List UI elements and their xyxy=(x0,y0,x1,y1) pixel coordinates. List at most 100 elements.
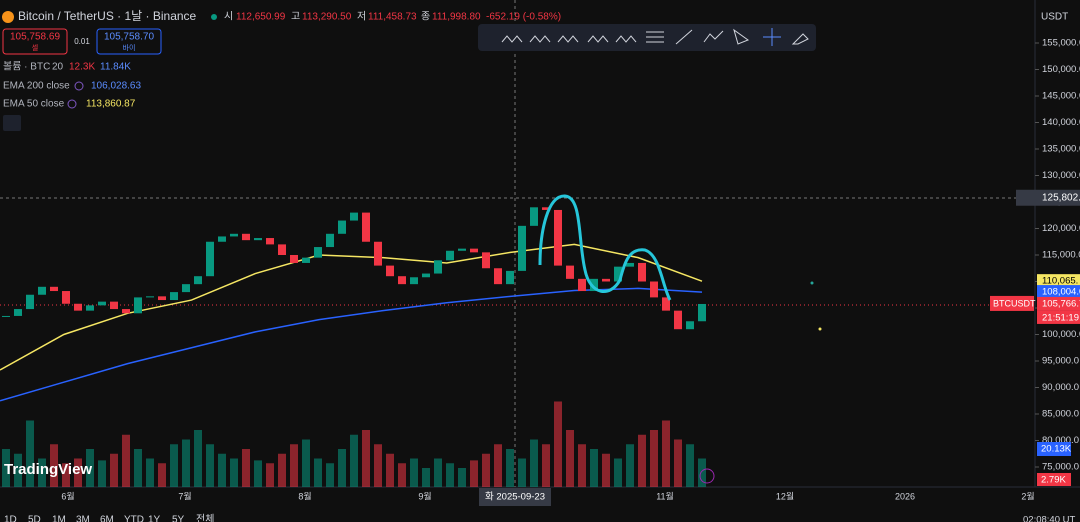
volume-bar xyxy=(134,449,142,487)
vol-ma: 20.13K xyxy=(1041,444,1072,455)
sell-price: 105,758.69 xyxy=(10,32,60,43)
volume-bar xyxy=(278,453,286,487)
volume-bar xyxy=(626,444,634,487)
sell-button[interactable] xyxy=(2,28,68,55)
candle xyxy=(650,281,658,298)
volume-bar xyxy=(398,463,406,487)
range-button[interactable]: 1D xyxy=(4,515,17,522)
range-button[interactable]: 1M xyxy=(52,515,66,522)
change: -652.19 (-0.58%) xyxy=(486,12,561,23)
coin-icon xyxy=(2,11,14,23)
y-tick-label: 95,000.0 xyxy=(1042,356,1079,367)
ohlc: 112,650.99 xyxy=(236,12,286,23)
candle xyxy=(86,305,94,311)
range-button[interactable]: 1Y xyxy=(148,515,161,522)
ohlc-label: 저 xyxy=(357,11,366,23)
volume-bar xyxy=(602,453,610,487)
x-tick-label: 8월 xyxy=(298,490,311,501)
spread: 0.01 xyxy=(74,37,90,46)
volume-bar xyxy=(230,458,238,487)
candle xyxy=(470,248,478,253)
legend-value: 106,028.63 xyxy=(91,81,141,92)
candle xyxy=(170,292,178,301)
y-tick-label: 155,000.0 xyxy=(1042,38,1080,49)
candle xyxy=(338,220,346,234)
x-tick-label: 12월 xyxy=(776,490,794,501)
candle xyxy=(590,278,598,292)
volume-bar xyxy=(194,430,202,487)
ticker: BTCUSDT xyxy=(993,298,1036,308)
status-dot xyxy=(211,14,217,20)
logo: TradingView xyxy=(4,461,92,478)
y-tick-label: 135,000.0 xyxy=(1042,144,1080,155)
currency: USDT xyxy=(1041,12,1068,23)
crosshair-price: 125,802.9 xyxy=(1042,192,1080,203)
volume-bar xyxy=(542,444,550,487)
vol-bg xyxy=(1037,473,1071,486)
volume-bar xyxy=(422,468,430,487)
price-tag-label: 105,766.7 xyxy=(1042,298,1080,309)
volume-bar xyxy=(302,439,310,487)
y-tick-label: 100,000.0 xyxy=(1042,329,1080,340)
y-tick-label: 115,000.0 xyxy=(1042,250,1080,261)
price-tag xyxy=(1037,274,1080,289)
alert-icon[interactable] xyxy=(699,468,715,484)
legend-value: 113,860.87 xyxy=(86,99,136,110)
volume-bar xyxy=(338,449,346,487)
buy-button[interactable] xyxy=(96,28,162,55)
countdown-bg xyxy=(1037,310,1080,324)
candle xyxy=(242,233,250,241)
volume-bar xyxy=(506,449,514,487)
ohlc: 111,458.73 xyxy=(368,12,417,23)
volume-bar xyxy=(254,460,262,487)
candle xyxy=(146,296,154,298)
volume-bar xyxy=(446,463,454,487)
candle xyxy=(662,297,670,311)
candle xyxy=(326,233,334,248)
y-tick-label: 80,000.0 xyxy=(1042,435,1079,446)
candle xyxy=(626,262,634,267)
candle xyxy=(434,260,442,274)
candle xyxy=(602,278,610,282)
x-tick-label: 7월 xyxy=(178,490,191,501)
candle xyxy=(314,247,322,258)
x-tick-label: 2026 xyxy=(895,491,915,501)
candle xyxy=(542,207,550,210)
icon xyxy=(67,99,77,109)
volume-bar xyxy=(566,430,574,487)
candle xyxy=(158,296,166,301)
candle xyxy=(194,276,202,285)
candle xyxy=(614,266,622,282)
candle xyxy=(2,315,10,317)
price-tag-label: 108,004.0 xyxy=(1042,287,1080,298)
candle xyxy=(638,262,646,282)
price-tag-label: 110,065. xyxy=(1042,276,1078,287)
volume-bar xyxy=(314,458,322,487)
candle xyxy=(38,286,46,295)
range-button[interactable]: 3M xyxy=(76,515,90,522)
dot xyxy=(818,327,822,331)
volume-bar xyxy=(14,453,22,487)
volume-bar xyxy=(62,463,70,487)
volume-bar xyxy=(554,401,562,487)
candle xyxy=(134,297,142,314)
volume-bar xyxy=(266,463,274,487)
range-button[interactable]: 5D xyxy=(28,515,41,522)
volume-bar xyxy=(182,439,190,487)
candle xyxy=(254,238,262,241)
range-button[interactable]: YTD xyxy=(124,515,144,522)
volume-bar xyxy=(2,449,10,487)
volume-bar xyxy=(386,453,394,487)
range-button[interactable]: 6M xyxy=(100,515,114,522)
volume-bar xyxy=(674,439,682,487)
range-button[interactable]: 전체 xyxy=(196,514,214,522)
range-button[interactable]: 5Y xyxy=(172,515,185,522)
volume-bar xyxy=(374,444,382,487)
volume-bar xyxy=(614,458,622,487)
volume-bar xyxy=(146,458,154,487)
candle xyxy=(530,207,538,226)
candle xyxy=(230,233,238,237)
buy-price: 105,758.70 xyxy=(104,32,154,43)
collapse-button[interactable] xyxy=(3,115,21,131)
